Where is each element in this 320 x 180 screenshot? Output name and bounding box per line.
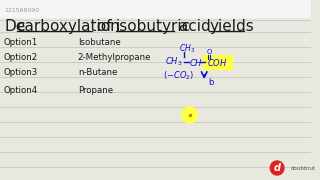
Text: $CH_3$: $CH_3$	[165, 56, 183, 68]
Bar	[203, 55, 232, 69]
Text: 2-Methylpropane: 2-Methylpropane	[78, 53, 151, 62]
Text: $(-CO_2)$: $(-CO_2)$	[163, 70, 195, 82]
Text: Option3: Option3	[4, 68, 38, 76]
Circle shape	[182, 107, 197, 123]
Text: $CH$: $CH$	[188, 57, 203, 68]
Bar	[0, 0, 311, 17]
Text: d: d	[274, 163, 281, 173]
Text: 121568090: 121568090	[4, 8, 39, 12]
Text: Isobutane: Isobutane	[78, 37, 121, 46]
Text: carboxylation: carboxylation	[17, 19, 120, 33]
Text: isobutyric: isobutyric	[116, 19, 191, 33]
Text: Propane: Propane	[78, 86, 113, 94]
Text: b: b	[208, 78, 213, 87]
Text: of: of	[92, 19, 117, 33]
Text: Option2: Option2	[4, 53, 38, 62]
Circle shape	[270, 161, 284, 175]
Text: yields: yields	[209, 19, 254, 33]
Text: Option1: Option1	[4, 37, 38, 46]
Text: $COH$: $COH$	[207, 57, 228, 68]
Text: n-Butane: n-Butane	[78, 68, 117, 76]
Text: doubtnut: doubtnut	[291, 165, 316, 170]
Text: Option4: Option4	[4, 86, 38, 94]
Text: acid: acid	[174, 19, 216, 33]
Text: $CH_3$: $CH_3$	[179, 43, 195, 55]
Text: O: O	[206, 49, 212, 55]
Text: De: De	[5, 19, 26, 33]
